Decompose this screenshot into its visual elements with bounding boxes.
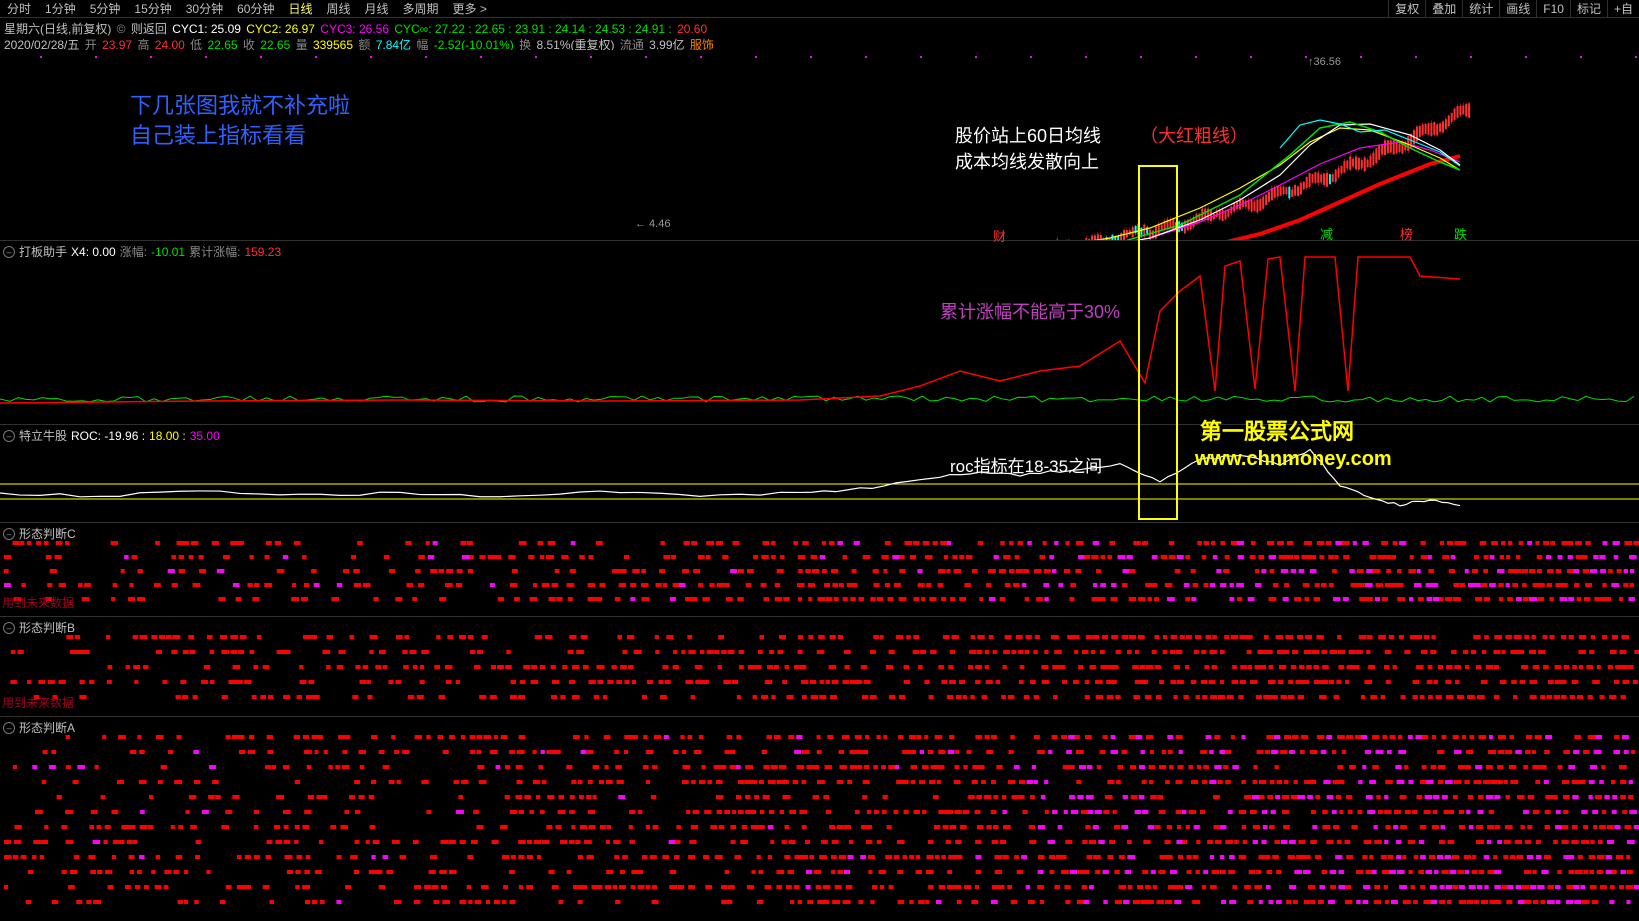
indicator-pane-1: – 打板助手X4: 0.00涨幅:-10.01累计涨幅:159.23	[0, 240, 1639, 420]
timeframe-tab[interactable]: 日线	[281, 0, 319, 17]
tool-button[interactable]: 标记	[1570, 0, 1607, 18]
pane-footer: 用到未来数据	[2, 594, 74, 611]
info-token: CYC1: 25.09	[172, 22, 244, 36]
timeframe-tab[interactable]: 5分钟	[83, 0, 128, 17]
timeframe-tab[interactable]: 1分钟	[38, 0, 83, 17]
tool-button[interactable]: 统计	[1462, 0, 1499, 18]
info-token: ©	[117, 22, 129, 36]
pattern-pane: –形态判断B 用到未来数据	[0, 616, 1639, 712]
pane-footer: 用到未来数据	[2, 694, 74, 711]
pane-header: –形态判断B	[3, 619, 75, 636]
price-pane	[0, 50, 1639, 240]
info-token: 则返回	[131, 22, 170, 36]
timeframe-bar: 分时1分钟5分钟15分钟30分钟60分钟日线周线月线多周期更多 > 复权叠加统计…	[0, 0, 1639, 18]
tool-button[interactable]: 复权	[1388, 0, 1425, 18]
pattern-pane: –形态判断A	[0, 716, 1639, 921]
tool-button[interactable]: 画线	[1499, 0, 1536, 18]
pane2-header: – 打板助手X4: 0.00涨幅:-10.01累计涨幅:159.23	[3, 243, 281, 260]
collapse-icon[interactable]: –	[3, 528, 15, 540]
pane-header: –形态判断C	[3, 525, 76, 542]
tool-button[interactable]: +自	[1607, 0, 1639, 18]
price-chart	[0, 50, 1639, 240]
indicator-pane-2: – 特立牛股ROC: -19.96 :18.00 :35.00	[0, 424, 1639, 520]
collapse-icon[interactable]: –	[3, 246, 15, 258]
pane3-chart	[0, 425, 1639, 520]
timeframe-tab[interactable]: 月线	[358, 0, 396, 17]
timeframe-tab[interactable]: 15分钟	[127, 0, 178, 17]
info-token: 20.60	[677, 22, 707, 36]
tool-button[interactable]: F10	[1536, 0, 1570, 18]
pane-header: –形态判断A	[3, 719, 75, 736]
right-toolbar: 复权叠加统计画线F10标记+自	[1388, 0, 1639, 18]
info-token: CYC3: 26.56	[320, 22, 392, 36]
timeframe-tab[interactable]: 分时	[0, 0, 38, 17]
indicator-line-1: 星期六(日线,前复权) © 则返回 CYC1: 25.09 CYC2: 26.9…	[4, 20, 709, 37]
collapse-icon[interactable]: –	[3, 430, 15, 442]
timeframe-tab[interactable]: 更多 >	[446, 0, 494, 17]
pattern-pane: –形态判断C 用到未来数据	[0, 522, 1639, 612]
timeframe-tab[interactable]: 周线	[319, 0, 357, 17]
info-token: 星期六(日线,前复权)	[4, 22, 115, 36]
collapse-icon[interactable]: –	[3, 622, 15, 634]
collapse-icon[interactable]: –	[3, 722, 15, 734]
timeframe-tab[interactable]: 30分钟	[179, 0, 230, 17]
pane2-chart	[0, 241, 1639, 420]
timeframe-tab[interactable]: 60分钟	[230, 0, 281, 17]
info-token: CYC∞: 27.22 : 22.65 : 23.91 : 24.14 : 24…	[394, 22, 675, 36]
tool-button[interactable]: 叠加	[1425, 0, 1462, 18]
pane3-header: – 特立牛股ROC: -19.96 :18.00 :35.00	[3, 427, 220, 444]
info-token: CYC2: 26.97	[246, 22, 318, 36]
timeframe-tab[interactable]: 多周期	[396, 0, 446, 17]
